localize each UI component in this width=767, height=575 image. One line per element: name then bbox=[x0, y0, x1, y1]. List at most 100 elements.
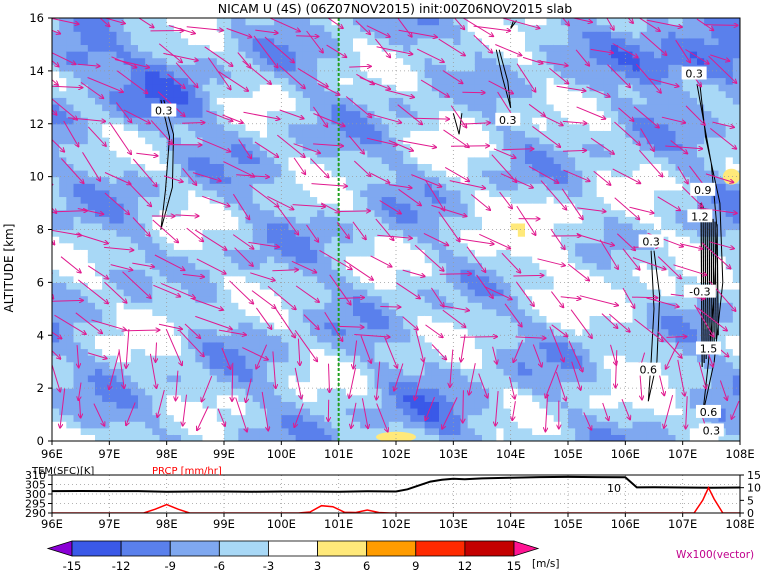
heatmap-cell bbox=[138, 315, 146, 323]
heatmap-cell bbox=[252, 236, 261, 244]
heatmap-cell bbox=[73, 328, 82, 336]
heatmap-cell bbox=[345, 31, 354, 39]
heatmap-cell bbox=[446, 388, 454, 396]
heatmap-cell bbox=[374, 216, 383, 224]
heatmap-cell bbox=[374, 163, 383, 171]
heatmap-cell bbox=[360, 295, 368, 303]
heatmap-cell bbox=[224, 348, 232, 356]
heatmap-cell bbox=[575, 335, 583, 343]
heatmap-cell bbox=[109, 249, 118, 257]
heatmap-cell bbox=[181, 203, 189, 211]
heatmap-cell bbox=[517, 275, 526, 283]
heatmap-cell bbox=[324, 348, 333, 356]
heatmap-cell bbox=[439, 117, 447, 125]
heatmap-cell bbox=[152, 18, 161, 26]
heatmap-cell bbox=[281, 176, 290, 184]
heatmap-cell bbox=[338, 110, 347, 118]
heatmap-cell bbox=[539, 189, 548, 198]
heatmap-cell bbox=[281, 84, 290, 92]
heatmap-cell bbox=[267, 209, 275, 217]
heatmap-cell bbox=[525, 255, 533, 264]
heatmap-cell bbox=[259, 407, 268, 416]
heatmap-cell bbox=[517, 295, 526, 303]
heatmap-cell bbox=[95, 176, 103, 184]
heatmap-cell bbox=[317, 348, 325, 356]
heatmap-cell bbox=[73, 355, 82, 363]
heatmap-cell bbox=[338, 255, 347, 264]
heatmap-cell bbox=[431, 322, 440, 330]
heatmap-cell bbox=[166, 427, 175, 435]
heatmap-cell bbox=[360, 130, 368, 138]
heatmap-cell bbox=[532, 394, 540, 402]
heatmap-cell bbox=[231, 196, 239, 204]
heatmap-cell bbox=[560, 348, 569, 356]
heatmap-cell bbox=[252, 427, 261, 435]
heatmap-cell bbox=[410, 18, 419, 26]
heatmap-cell bbox=[353, 117, 361, 125]
heatmap-cell bbox=[396, 64, 404, 72]
heatmap-cell bbox=[532, 288, 540, 297]
heatmap-cell bbox=[202, 57, 211, 65]
heatmap-cell bbox=[109, 295, 118, 303]
heatmap-cell bbox=[59, 70, 67, 79]
heatmap-cell bbox=[510, 407, 519, 416]
heatmap-cell bbox=[575, 348, 583, 356]
heatmap-cell bbox=[417, 242, 426, 250]
heatmap-cell bbox=[216, 407, 225, 416]
heatmap-cell bbox=[95, 249, 103, 257]
heatmap-cell bbox=[517, 196, 526, 204]
heatmap-cell bbox=[138, 176, 146, 184]
heatmap-cell bbox=[102, 302, 110, 310]
heatmap-cell bbox=[367, 196, 376, 204]
heatmap-cell bbox=[73, 203, 82, 211]
heatmap-cell bbox=[460, 150, 469, 158]
heatmap-cell bbox=[166, 255, 175, 264]
heatmap-cell bbox=[453, 328, 462, 336]
heatmap-cell bbox=[245, 51, 254, 59]
heatmap-cell bbox=[152, 275, 161, 283]
heatmap-cell bbox=[130, 295, 139, 303]
heatmap-cell bbox=[453, 90, 462, 98]
heatmap-cell bbox=[431, 229, 440, 237]
heatmap-cell bbox=[446, 183, 454, 191]
heatmap-cell bbox=[66, 163, 75, 171]
heatmap-cell bbox=[474, 77, 483, 85]
heatmap-cell bbox=[467, 51, 476, 59]
heatmap-cell bbox=[424, 170, 433, 178]
heatmap-cell bbox=[202, 388, 211, 396]
heatmap-cell bbox=[317, 295, 325, 303]
heatmap-cell bbox=[231, 275, 239, 283]
heatmap-cell bbox=[353, 262, 361, 270]
heatmap-cell bbox=[216, 136, 225, 145]
heatmap-cell bbox=[482, 209, 490, 217]
heatmap-cell bbox=[224, 64, 232, 72]
heatmap-cell bbox=[252, 249, 261, 257]
heatmap-cell bbox=[517, 388, 526, 396]
heatmap-cell bbox=[424, 374, 433, 383]
heatmap-cell bbox=[345, 255, 354, 264]
heatmap-cell bbox=[274, 183, 282, 191]
heatmap-cell bbox=[73, 64, 82, 72]
heatmap-cell bbox=[446, 77, 454, 85]
heatmap-cell bbox=[188, 44, 196, 52]
heatmap-cell bbox=[224, 368, 232, 376]
heatmap-cell bbox=[396, 427, 404, 435]
heatmap-cell bbox=[231, 315, 239, 323]
heatmap-cell bbox=[417, 196, 426, 204]
heatmap-cell bbox=[238, 189, 247, 198]
heatmap-cell bbox=[467, 295, 476, 303]
heatmap-cell bbox=[589, 275, 598, 283]
heatmap-cell bbox=[424, 222, 433, 231]
heatmap-cell bbox=[116, 394, 125, 402]
heatmap-cell bbox=[238, 18, 247, 26]
heatmap-cell bbox=[474, 434, 483, 441]
heatmap-cell bbox=[360, 381, 368, 389]
heatmap-cell bbox=[338, 176, 347, 184]
heatmap-cell bbox=[267, 90, 275, 98]
heatmap-cell bbox=[560, 368, 569, 376]
heatmap-cell bbox=[302, 421, 311, 429]
heatmap-cell bbox=[496, 209, 505, 217]
heatmap-cell bbox=[525, 209, 533, 217]
heatmap-cell bbox=[338, 421, 347, 429]
heatmap-cell bbox=[489, 315, 497, 323]
